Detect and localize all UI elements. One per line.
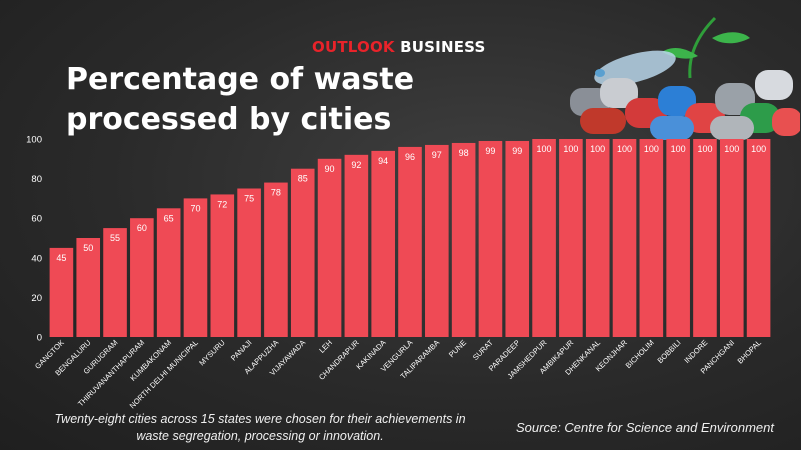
x-tick-label: PUNE — [447, 338, 468, 359]
brand-outlook: OUTLOOK — [312, 38, 395, 56]
y-tick-label: 60 — [31, 214, 42, 225]
bar — [585, 139, 610, 337]
bar — [719, 139, 744, 337]
brand-logo: OUTLOOK BUSINESS — [312, 38, 486, 56]
bar — [371, 150, 395, 337]
bar — [746, 139, 771, 337]
bar-value-label: 78 — [271, 188, 281, 198]
bar — [183, 198, 208, 337]
bar — [666, 139, 690, 337]
bar-value-label: 90 — [325, 164, 335, 174]
bar-value-label: 100 — [590, 144, 605, 154]
bar — [237, 188, 261, 337]
x-tick-label: MYSURU — [197, 338, 226, 367]
chart-caption: Twenty-eight cities across 15 states wer… — [54, 412, 466, 443]
bar-value-label: 75 — [244, 194, 254, 204]
bar-value-label: 100 — [724, 144, 739, 154]
bar-value-label: 85 — [298, 174, 308, 184]
bar-value-label: 45 — [56, 253, 66, 263]
bar — [505, 140, 530, 337]
y-tick-label: 0 — [37, 333, 42, 344]
bar — [290, 168, 315, 337]
bar — [156, 208, 181, 337]
y-tick-label: 80 — [31, 174, 42, 185]
bar-value-label: 100 — [563, 144, 578, 154]
bar-value-label: 100 — [617, 144, 632, 154]
bar — [344, 154, 369, 337]
y-tick-label: 40 — [31, 253, 42, 264]
bar-value-label: 100 — [697, 144, 712, 154]
source-note: Source: Centre for Science and Environme… — [516, 420, 774, 435]
bar-value-label: 94 — [378, 156, 388, 166]
bar-value-label: 98 — [459, 148, 469, 158]
bar-value-label: 97 — [432, 150, 442, 160]
x-axis-labels: GANGTOKBENGALURUGURUGRAMTHIRUVANANTHAPUR… — [33, 338, 763, 411]
bar — [532, 139, 556, 337]
bar-value-label: 100 — [751, 144, 766, 154]
bar — [103, 228, 127, 337]
x-tick-label: BHOPAL — [736, 338, 763, 365]
bar-value-label: 70 — [190, 203, 200, 213]
bar — [398, 146, 422, 337]
bar-value-label: 72 — [217, 199, 227, 209]
bar — [130, 218, 154, 337]
x-tick-label: BICHOLIM — [624, 338, 656, 370]
bar — [264, 182, 288, 337]
x-tick-label: BOBBILI — [656, 338, 683, 365]
x-tick-label: INDORE — [682, 338, 709, 365]
bar — [210, 194, 235, 337]
bar — [451, 142, 476, 337]
bar — [425, 144, 449, 337]
bar — [76, 238, 101, 337]
x-tick-label: LEH — [317, 338, 334, 355]
bar-value-label: 96 — [405, 152, 415, 162]
bar — [317, 158, 342, 337]
bar — [49, 247, 74, 337]
bar-value-label: 99 — [485, 146, 495, 156]
bar-value-label: 100 — [671, 144, 686, 154]
y-axis: 0 20 40 60 80 100 — [26, 135, 42, 344]
x-tick-label: PANAJI — [229, 338, 254, 363]
bar — [559, 139, 583, 337]
x-tick-label: SURAT — [471, 338, 495, 362]
bar — [612, 139, 637, 337]
bar-value-label: 100 — [537, 144, 552, 154]
bar — [478, 140, 503, 337]
bar-value-label: 55 — [110, 233, 120, 243]
y-tick-label: 100 — [26, 135, 42, 146]
bar — [693, 139, 717, 337]
y-tick-label: 20 — [31, 293, 42, 304]
chart-title: Percentage of waste processed by cities — [66, 62, 415, 137]
bar-value-label: 50 — [83, 243, 93, 253]
bar-value-label: 100 — [644, 144, 659, 154]
brand-business: BUSINESS — [400, 38, 486, 56]
bar-value-label: 60 — [137, 223, 147, 233]
waste-cans-illustration — [570, 16, 800, 140]
bar-value-label: 65 — [164, 213, 174, 223]
bars: 45 50 55 60 65 70 72 75 78 85 90 92 94 96 97 98 99 99 100 1… — [49, 139, 771, 337]
bar-value-label: 92 — [351, 160, 361, 170]
bar-value-label: 99 — [512, 146, 522, 156]
bar — [639, 139, 664, 337]
